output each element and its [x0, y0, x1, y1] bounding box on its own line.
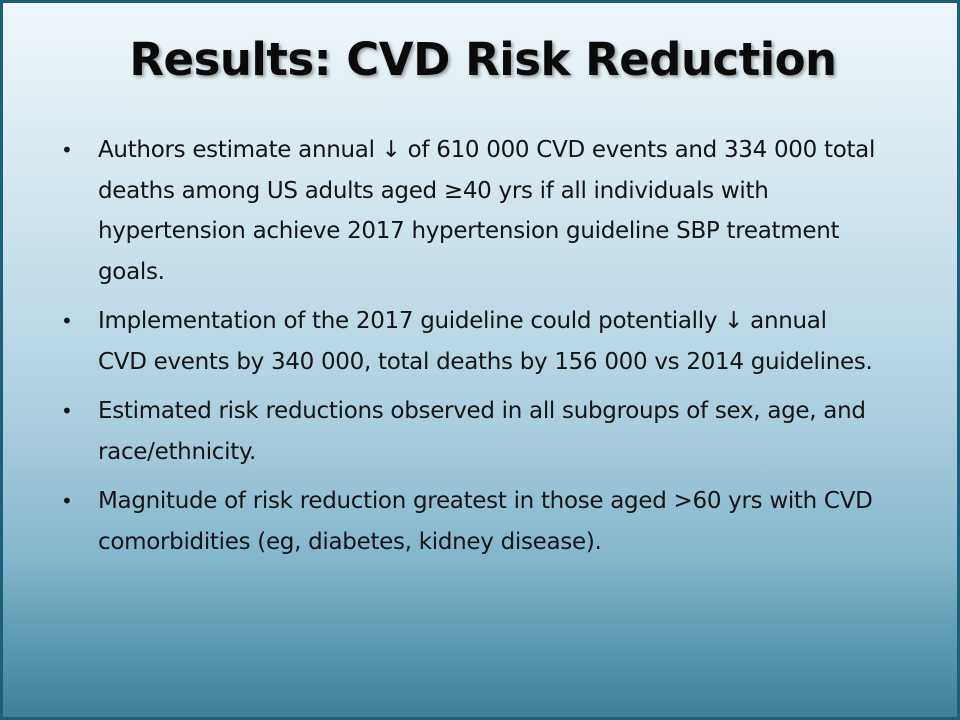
bullet-list: • Authors estimate annual ↓ of 610 000 C…: [58, 130, 878, 571]
bullet-dot-icon: •: [61, 138, 73, 162]
bullet-dot-icon: •: [61, 399, 73, 423]
bullet-item: • Authors estimate annual ↓ of 610 000 C…: [58, 130, 878, 292]
bullet-item: • Estimated risk reductions observed in …: [58, 391, 878, 472]
bullet-text: Implementation of the 2017 guideline cou…: [98, 308, 873, 375]
bullet-item: • Implementation of the 2017 guideline c…: [58, 301, 878, 382]
bullet-text: Authors estimate annual ↓ of 610 000 CVD…: [98, 137, 876, 285]
bullet-text: Estimated risk reductions observed in al…: [98, 398, 866, 465]
bullet-dot-icon: •: [61, 309, 73, 333]
bullet-text: Magnitude of risk reduction greatest in …: [98, 488, 873, 555]
bullet-item: • Magnitude of risk reduction greatest i…: [58, 481, 878, 562]
slide-title: Results: CVD Risk Reduction: [129, 33, 837, 86]
bullet-dot-icon: •: [61, 489, 73, 513]
